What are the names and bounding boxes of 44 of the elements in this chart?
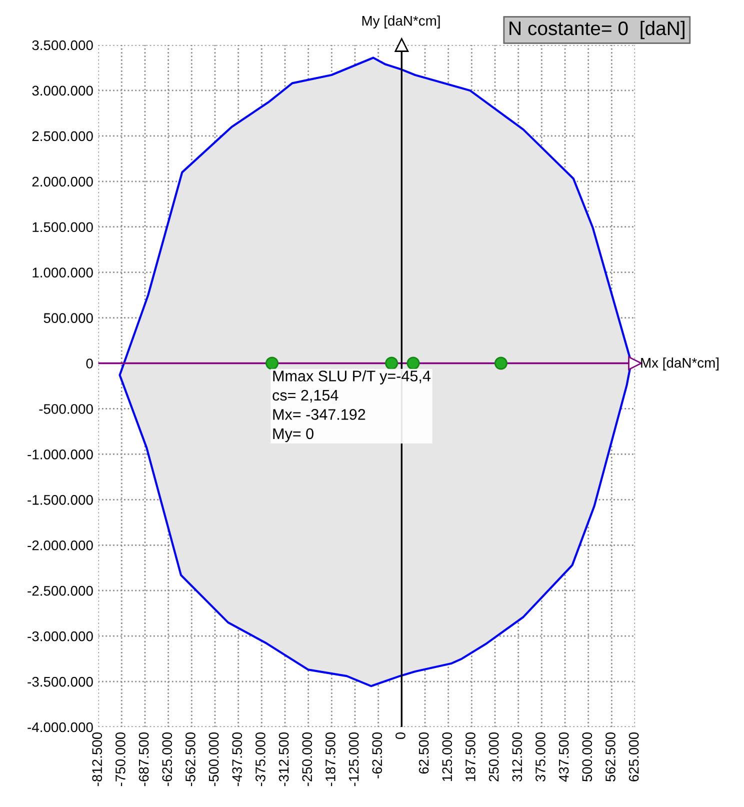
y-tick-label: -2.000.000 (28, 540, 93, 550)
x-tick-label: -187.500 (326, 732, 336, 786)
x-tick-label: -687.500 (138, 732, 149, 786)
x-tick-label: -62.500 (372, 732, 382, 778)
y-tick-label: 3.000.000 (32, 86, 93, 96)
x-tick-label: 625.000 (628, 732, 639, 782)
y-tick-label: -1.000.000 (28, 450, 93, 460)
x-tick-label: -437.500 (232, 732, 242, 786)
y-tick-label: -4.000.000 (28, 722, 93, 732)
y-tick-label: 2.500.000 (32, 131, 93, 142)
x-tick-label: -375.000 (256, 732, 266, 786)
y-tick-label: 3.500.000 (32, 40, 93, 50)
y-tick-label: 2.000.000 (32, 176, 93, 187)
x-tick-label: -125.000 (348, 732, 359, 786)
x-tick-label: 312.500 (512, 732, 522, 782)
y-tick-label: -2.500.000 (28, 586, 93, 596)
y-tick-label: -3.500.000 (28, 676, 93, 687)
x-tick-label: -500.000 (208, 732, 219, 786)
x-tick-label: 0 (396, 732, 406, 740)
y-tick-label: -3.000.000 (28, 631, 93, 642)
text: N costante= 0 [daN] (510, 20, 684, 40)
x-tick-label: -562.500 (186, 732, 196, 786)
x-tick-label: 562.500 (606, 732, 616, 782)
x-tick-label: 375.000 (536, 732, 546, 782)
x-tick-label: -312.500 (278, 732, 289, 786)
x-tick-label: 62.500 (418, 732, 429, 774)
x-tick-label: -750.000 (116, 732, 126, 786)
x-tick-label: -812.500 (92, 732, 102, 786)
x-tick-label: 500.000 (582, 732, 592, 782)
y-axis-title: My [daN*cm] (362, 16, 440, 28)
y-tick-label: 0 (86, 358, 93, 368)
x-tick-label: -625.000 (162, 732, 172, 786)
x-tick-label: 187.500 (466, 732, 476, 781)
x-tick-label: -250.000 (302, 732, 312, 786)
y-tick-label: 500.000 (44, 313, 93, 323)
annotation: Mmax SLU P/T y=-45,4 cs= 2,154 Mx= -347.192 My= 0 (272, 370, 431, 442)
x-tick-label: 125.000 (442, 732, 452, 781)
x-tick-label: 250.000 (488, 732, 499, 782)
x-axis-title: Mx [daN*cm] (641, 358, 718, 370)
y-tick-label: 1.000.000 (32, 268, 93, 278)
y-tick-label: -500.000 (39, 404, 93, 414)
x-tick-label: 437.500 (558, 732, 569, 782)
y-tick-label: 1.500.000 (32, 222, 93, 232)
y-tick-label: -1.500.000 (28, 495, 93, 505)
